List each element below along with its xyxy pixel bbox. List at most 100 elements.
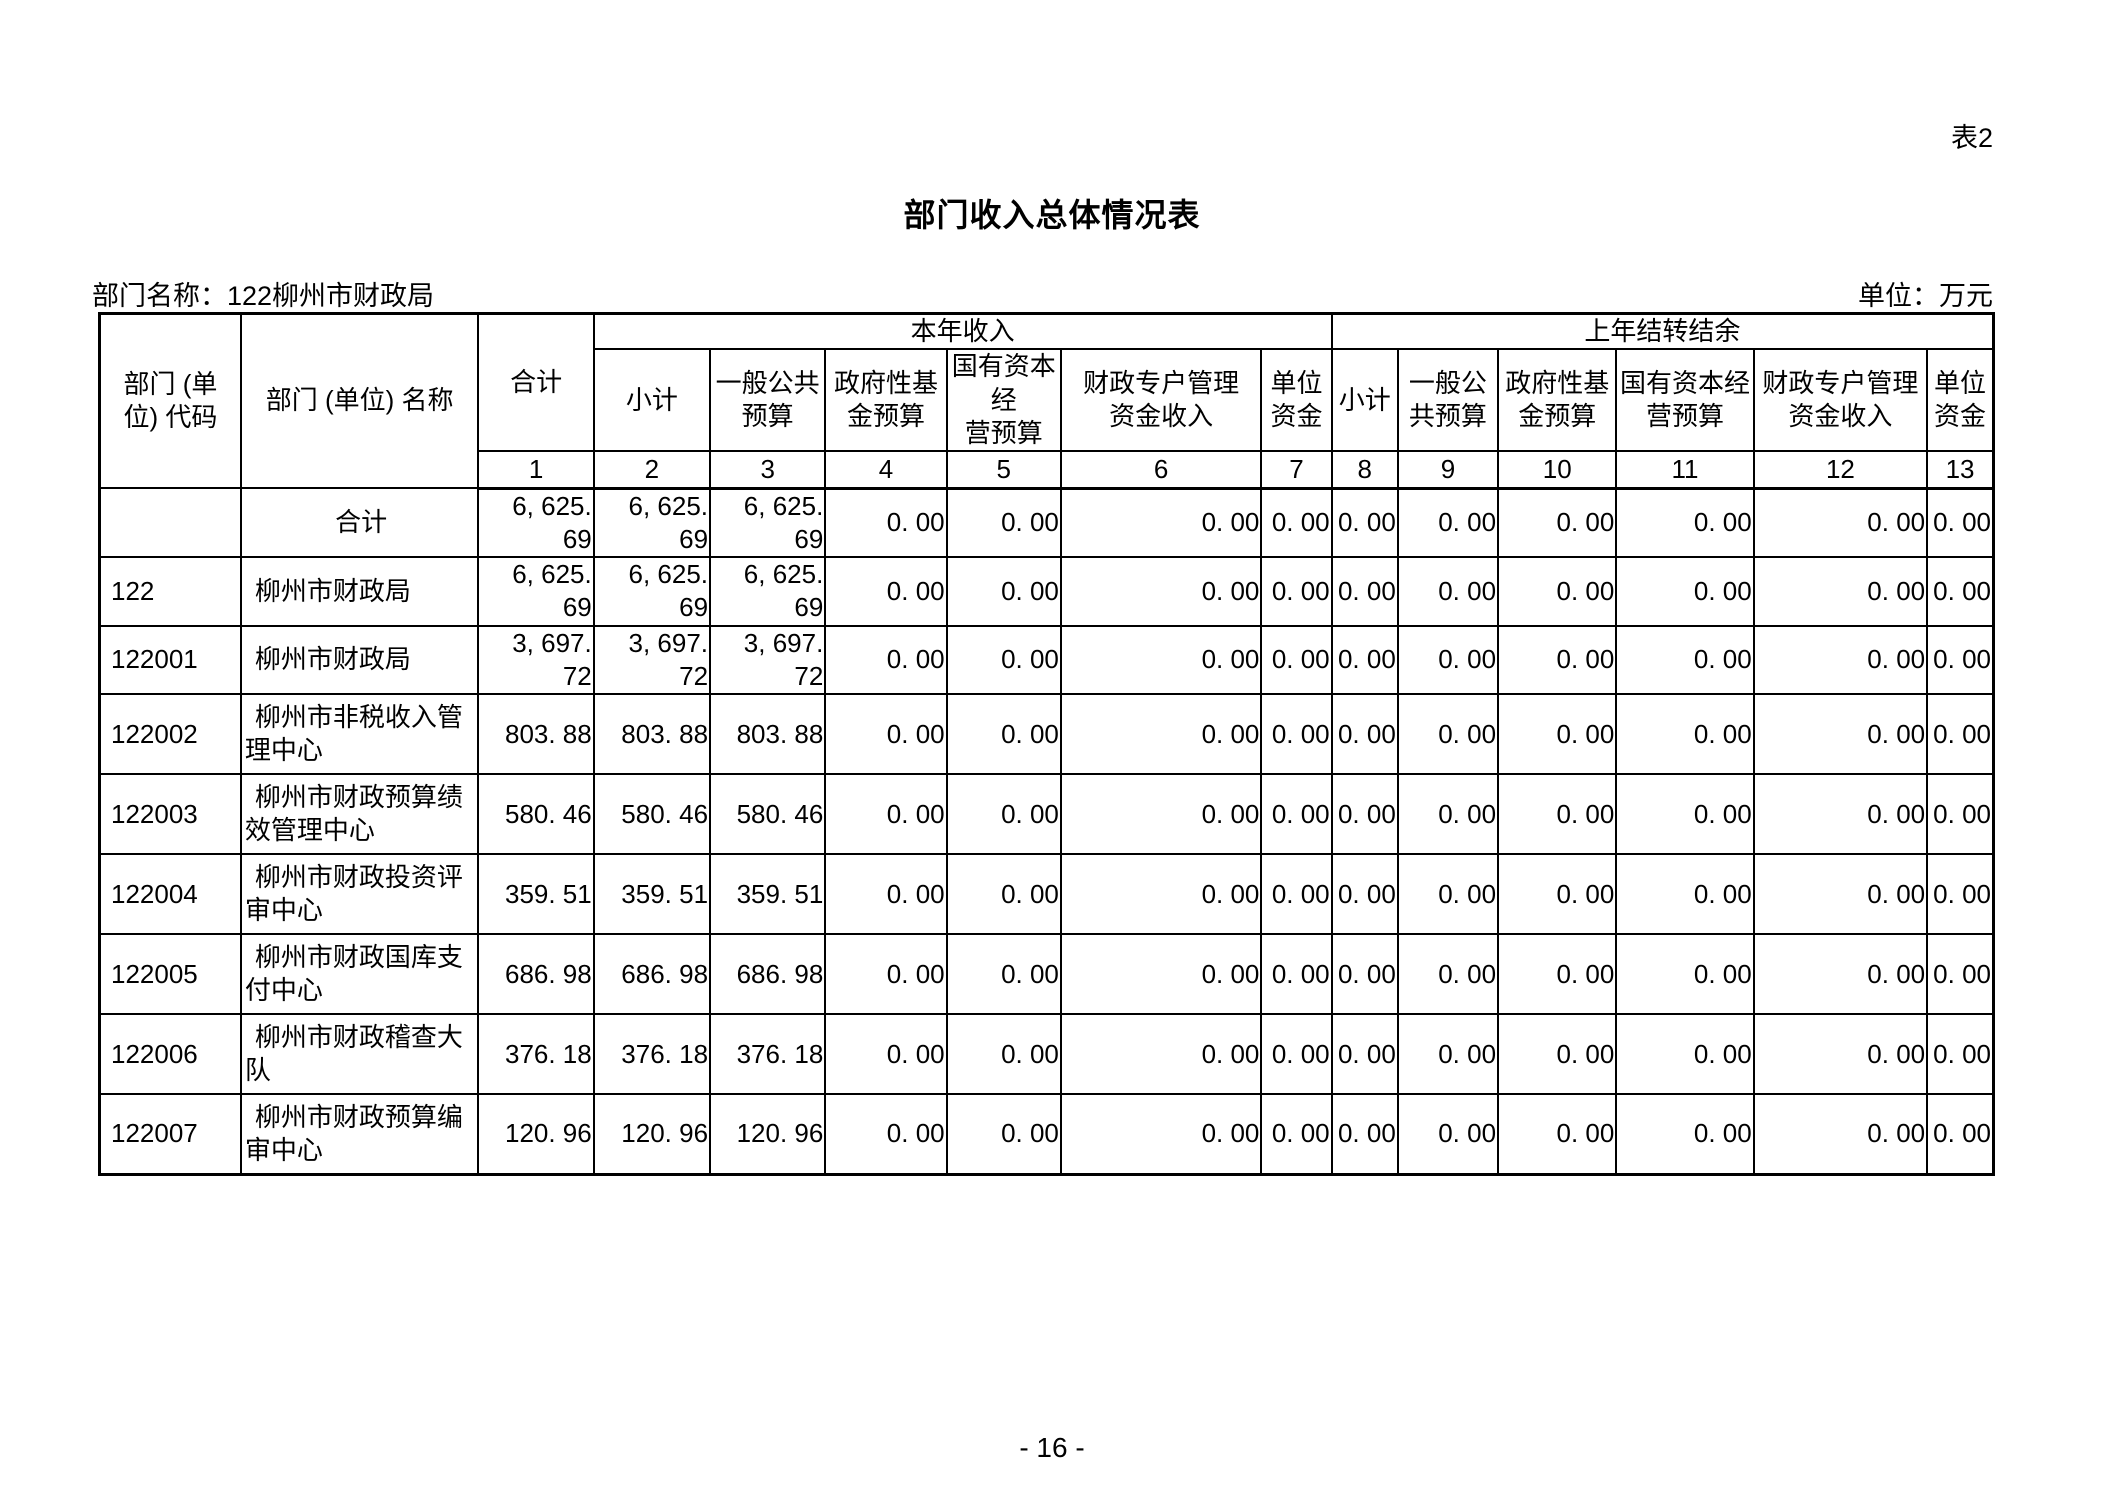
value-cell: 803. 88 <box>477 693 595 776</box>
value-cell: 0. 00 <box>1926 933 1995 1016</box>
value-cell: 0. 00 <box>1059 487 1263 559</box>
value-cell: 0. 00 <box>1497 693 1618 776</box>
col-number: 9 <box>1396 450 1500 490</box>
value-cell: 0. 00 <box>1497 1093 1618 1176</box>
value-cell: 580. 46 <box>477 773 595 856</box>
table-row: 122004 柳州市财政投资评 审中心 359. 51 359. 51 359. 51 0… <box>98 853 1995 936</box>
value-cell: 0. 00 <box>1497 773 1618 856</box>
value-cell: 803. 88 <box>709 693 827 776</box>
value-cell: 6, 625. 69 <box>592 487 712 559</box>
value-cell: 0. 00 <box>1260 693 1333 776</box>
value-cell: 0. 00 <box>1926 693 1995 776</box>
value-cell: 0. 00 <box>945 1093 1062 1176</box>
col-number: 12 <box>1752 450 1929 490</box>
value-cell: 0. 00 <box>824 853 948 936</box>
value-cell: 0. 00 <box>1615 624 1755 696</box>
value-cell: 580. 46 <box>592 773 712 856</box>
value-cell: 0. 00 <box>1260 773 1333 856</box>
col-number: 11 <box>1615 450 1755 490</box>
dept-code-cell: 122003 <box>98 773 242 856</box>
value-cell: 0. 00 <box>1926 853 1995 936</box>
value-cell: 0. 00 <box>945 487 1062 559</box>
dept-name-cell: 柳州市财政预算绩 效管理中心 <box>239 773 480 856</box>
value-cell: 0. 00 <box>1260 933 1333 1016</box>
header-sub-row: 小计 一般公共 预算 政府性基 金预算 国有资本经 营预算 财政专户管理 资金收… <box>100 348 1995 453</box>
value-cell: 0. 00 <box>1059 1013 1263 1096</box>
value-cell: 0. 00 <box>1497 853 1618 936</box>
value-cell: 0. 00 <box>1926 487 1995 559</box>
value-cell: 0. 00 <box>1260 624 1333 696</box>
col-number: 8 <box>1330 450 1399 490</box>
col-number: 7 <box>1260 450 1333 490</box>
table-row: 122005 柳州市财政国库支 付中心 686. 98 686. 98 686. 98 0… <box>98 933 1995 1016</box>
dept-code-cell: 122002 <box>98 693 242 776</box>
header-dept-code: 部门 (单 位) 代码 <box>98 312 242 490</box>
table-body: 合计 6, 625. 69 6, 625. 69 6, 625. 69 0. 00 0. … <box>98 487 1995 1176</box>
value-cell: 0. 00 <box>1752 693 1929 776</box>
value-cell: 0. 00 <box>1926 556 1995 627</box>
value-cell: 0. 00 <box>1330 556 1399 627</box>
value-cell: 3, 697. 72 <box>709 624 827 696</box>
value-cell: 6, 625. 69 <box>709 487 827 559</box>
value-cell: 0. 00 <box>824 773 948 856</box>
col-number: 3 <box>709 450 827 490</box>
value-cell: 0. 00 <box>1260 556 1333 627</box>
value-cell: 3, 697. 72 <box>592 624 712 696</box>
value-cell: 0. 00 <box>1752 773 1929 856</box>
value-cell: 0. 00 <box>1926 773 1995 856</box>
header-current-state-capital: 国有资本经 营预算 <box>945 348 1062 453</box>
value-cell: 0. 00 <box>824 556 948 627</box>
value-cell: 0. 00 <box>945 693 1062 776</box>
value-cell: 0. 00 <box>945 556 1062 627</box>
department-name-label: 部门名称：122柳州市财政局 <box>92 281 435 311</box>
value-cell: 0. 00 <box>1260 487 1333 559</box>
value-cell: 0. 00 <box>1752 1013 1929 1096</box>
value-cell: 120. 96 <box>709 1093 827 1176</box>
column-number-row: 1 2 3 4 5 6 7 8 9 10 11 12 13 <box>100 450 1995 490</box>
value-cell: 0. 00 <box>1059 1093 1263 1176</box>
value-cell: 0. 00 <box>1396 624 1500 696</box>
value-cell: 0. 00 <box>824 624 948 696</box>
value-cell: 0. 00 <box>1059 773 1263 856</box>
value-cell: 0. 00 <box>1615 1093 1755 1176</box>
table-row: 122006 柳州市财政稽查大 队 376. 18 376. 18 376. 18 0. … <box>98 1013 1995 1096</box>
value-cell: 0. 00 <box>1497 556 1618 627</box>
header-group-current-year-income: 本年收入 <box>592 312 1333 351</box>
value-cell: 0. 00 <box>1752 624 1929 696</box>
value-cell: 6, 625. 69 <box>709 556 827 627</box>
unit-label: 单位：万元 <box>1858 281 1993 311</box>
meta-row: 部门名称：122柳州市财政局 单位：万元 <box>92 274 1993 313</box>
value-cell: 0. 00 <box>1396 773 1500 856</box>
value-cell: 0. 00 <box>1615 556 1755 627</box>
table-row: 合计 6, 625. 69 6, 625. 69 6, 625. 69 0. 00 0. … <box>98 487 1995 559</box>
value-cell: 0. 00 <box>1059 853 1263 936</box>
value-cell: 0. 00 <box>1497 487 1618 559</box>
value-cell: 0. 00 <box>1926 624 1995 696</box>
value-cell: 0. 00 <box>1752 556 1929 627</box>
value-cell: 0. 00 <box>1396 853 1500 936</box>
value-cell: 0. 00 <box>1059 693 1263 776</box>
page-title: 部门收入总体情况表 <box>903 197 1201 233</box>
value-cell: 0. 00 <box>1926 1013 1995 1096</box>
dept-name-cell: 柳州市非税收入管 理中心 <box>239 693 480 776</box>
header-current-fiscal-account: 财政专户管理 资金收入 <box>1059 348 1263 453</box>
header-carryover-fiscal-account: 财政专户管理 资金收入 <box>1752 348 1929 453</box>
value-cell: 0. 00 <box>1396 693 1500 776</box>
value-cell: 6, 625. 69 <box>477 487 595 559</box>
value-cell: 0. 00 <box>1059 624 1263 696</box>
header-carryover-general-budget: 一般公 共预算 <box>1396 348 1500 453</box>
value-cell: 6, 625. 69 <box>592 556 712 627</box>
dept-name-cell: 柳州市财政局 <box>239 624 480 696</box>
col-number: 1 <box>477 450 595 490</box>
value-cell: 0. 00 <box>1330 624 1399 696</box>
dept-code-cell <box>98 487 242 559</box>
header-current-general-budget: 一般公共 预算 <box>709 348 827 453</box>
table-row: 122001 柳州市财政局 3, 697. 72 3, 697. 72 3, 697. … <box>98 624 1995 696</box>
value-cell: 0. 00 <box>1260 1013 1333 1096</box>
income-table: 部门 (单 位) 代码 部门 (单位) 名称 合计 本年收入 上年结转结余 小计… <box>98 312 1995 1176</box>
value-cell: 686. 98 <box>709 933 827 1016</box>
value-cell: 0. 00 <box>1059 556 1263 627</box>
col-number: 5 <box>945 450 1062 490</box>
value-cell: 0. 00 <box>824 1013 948 1096</box>
